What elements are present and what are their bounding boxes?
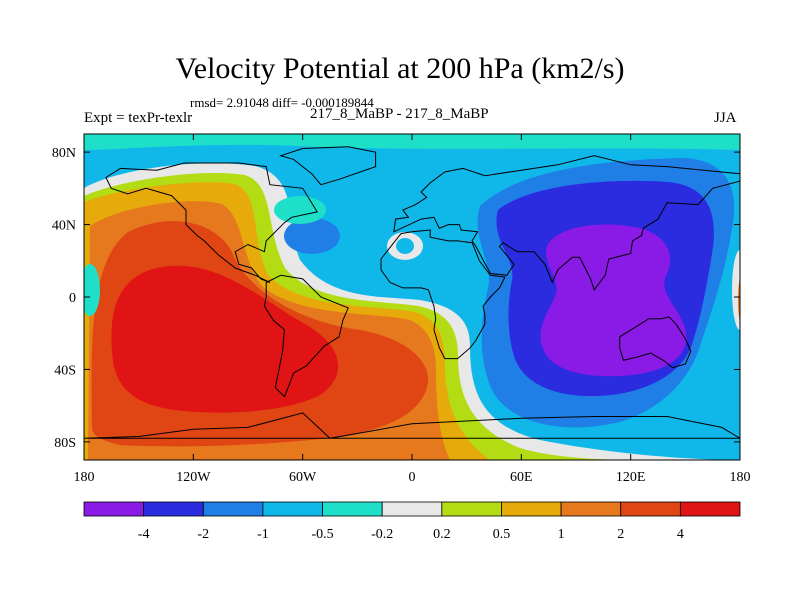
colorbar-swatch — [381, 501, 443, 517]
colorbar-swatch — [322, 501, 383, 517]
colorbar-label: -1 — [257, 527, 269, 542]
blob-atlantic-neutral — [274, 196, 326, 224]
colorbar-label: -0.5 — [311, 527, 333, 542]
coastline-africa — [380, 229, 506, 360]
band-max-region — [111, 265, 339, 413]
blob-east-edge-neutral — [732, 250, 740, 330]
colorbar-swatch — [143, 501, 204, 517]
x-tick-label: 60W — [289, 470, 317, 485]
blob-europe-minus — [396, 238, 414, 254]
colorbar-label: 0.5 — [493, 527, 511, 542]
colorbar-label: -4 — [138, 527, 150, 542]
y-tick-label: 80N — [52, 146, 76, 161]
blob-atlantic-minus — [284, 218, 340, 254]
blob-west-edge — [84, 264, 100, 316]
colorbar-swatch — [202, 501, 264, 517]
case-label: 217_8_MaBP - 217_8_MaBP — [310, 106, 489, 122]
x-tick-label: 120E — [616, 470, 646, 485]
colorbar-swatch — [83, 501, 145, 517]
colorbar-label: 2 — [617, 527, 624, 542]
stats-line: rmsd= 2.91048 diff= -0.000189844 — [190, 95, 374, 110]
colorbar-swatch — [560, 501, 622, 517]
colorbar-swatch — [501, 501, 562, 517]
colorbar-swatch — [620, 501, 681, 517]
x-tick-label: 180 — [74, 470, 95, 485]
colorbar: -4 -2 -1 -0.5 -0.2 0.2 0.5 1 2 4 — [83, 501, 741, 542]
y-tick-label: 40N — [52, 219, 76, 234]
x-tick-label: 120W — [176, 470, 211, 485]
experiment-label: Expt = texPr-texlr — [84, 110, 193, 126]
colorbar-swatch — [441, 501, 502, 517]
colorbar-swatch — [679, 501, 741, 517]
colorbar-label: 1 — [558, 527, 565, 542]
colorbar-label: 0.2 — [433, 527, 451, 542]
coastline-eurasia — [393, 155, 740, 291]
band-north-polar — [84, 134, 740, 150]
coastline-australia — [619, 316, 692, 369]
chart-title: Velocity Potential at 200 hPa (km2/s) — [175, 52, 625, 85]
coastline-north-america — [105, 162, 318, 283]
coastlines — [84, 146, 740, 439]
coastline-greenland — [279, 146, 377, 186]
coastline-south-america — [263, 274, 349, 398]
x-tick-label: 60E — [510, 470, 533, 485]
x-tick-label: 180 — [730, 470, 751, 485]
colorbar-label: 4 — [677, 527, 684, 542]
contour-field — [84, 134, 740, 460]
map-axes: 180 120W 60W 0 60E 120E 180 80N 40N 0 40S 80S — [52, 134, 751, 485]
band-minus4-region — [540, 224, 687, 377]
colorbar-label: -2 — [197, 527, 209, 542]
y-tick-label: 80S — [54, 436, 76, 451]
colorbar-swatch — [262, 501, 323, 517]
x-tick-label: 0 — [409, 470, 416, 485]
y-tick-label: 0 — [69, 291, 76, 306]
blob-east-edge-plus — [738, 277, 740, 323]
season-label: JJA — [714, 110, 737, 126]
y-tick-label: 40S — [54, 363, 76, 378]
colorbar-label: -0.2 — [371, 527, 393, 542]
coastline-antarctica — [84, 412, 740, 439]
